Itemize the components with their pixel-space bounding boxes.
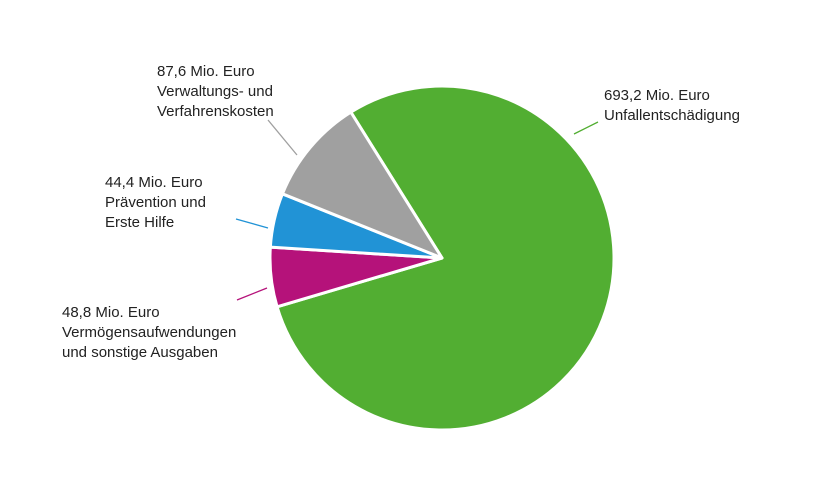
slice-category-label: Unfallentschädigung	[604, 107, 740, 124]
slice-category-label: Verfahrenskosten	[157, 103, 274, 120]
label-verwaltungskosten: 87,6 Mio. Euro Verwaltungs- und Verfahre…	[157, 62, 274, 122]
leader-lines	[235, 119, 599, 301]
slice-value-label: 87,6 Mio. Euro	[157, 63, 255, 80]
leader-praevention	[235, 218, 269, 229]
pie-slices	[268, 84, 616, 432]
slice-value-label: 693,2 Mio. Euro	[604, 87, 710, 104]
leader-verwaltungskosten	[267, 119, 298, 156]
slice-verwaltungskosten	[280, 110, 444, 260]
slice-value-label: 48,8 Mio. Euro	[62, 304, 160, 321]
slice-value-label: 44,4 Mio. Euro	[105, 174, 203, 191]
slice-category-label: Verwaltungs- und	[157, 83, 273, 100]
slice-category-label: Vermögensaufwendungen	[62, 324, 237, 341]
label-unfallentschaedigung: 693,2 Mio. Euro Unfallentschädigung	[604, 86, 740, 126]
label-vermoegensaufwendungen: 48,8 Mio. Euro Vermögensaufwendungen und…	[62, 303, 236, 363]
slice-category-label: und sonstige Ausgaben	[62, 344, 218, 361]
leader-vermoegensaufwendungen	[236, 287, 268, 301]
slice-category-label: Erste Hilfe	[105, 214, 175, 231]
slice-category-label: Prävention und	[105, 194, 206, 211]
leader-unfallentschaedigung	[573, 121, 599, 135]
label-praevention: 44,4 Mio. Euro Prävention und Erste Hilf…	[105, 173, 206, 233]
slice-unfallentschaedigung	[275, 84, 616, 432]
